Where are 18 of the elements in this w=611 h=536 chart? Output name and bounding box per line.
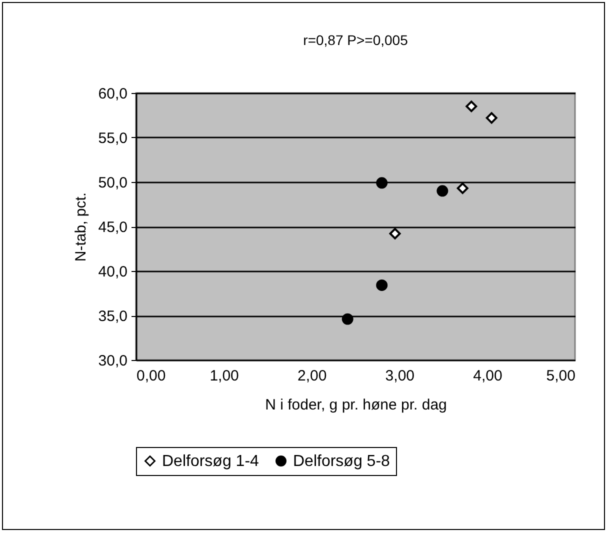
legend-label: Delforsøg 1-4 (162, 453, 260, 470)
x-tick-label: 0,00 (136, 368, 166, 384)
y-tick-label: 35,0 (98, 308, 128, 325)
y-tick-label: 45,0 (98, 219, 128, 236)
x-tick-label: 1,00 (210, 368, 239, 384)
x-tick-label: 5,00 (546, 368, 576, 384)
chart-title: r=0,87 P>=0,005 (303, 32, 408, 48)
y-tick-label: 40,0 (98, 264, 128, 280)
y-tick-label: 50,0 (98, 174, 128, 192)
y-axis-title: N-tab, pct. (72, 192, 90, 262)
y-tick-label: 30,0 (98, 352, 128, 370)
legend-label: Delforsøg 5-8 (293, 453, 390, 470)
y-tick-label: 55,0 (98, 130, 128, 147)
x-tick-label: 2,00 (298, 368, 327, 384)
x-tick-label: 4,00 (473, 368, 502, 384)
x-axis-title: N i foder, g pr. høne pr. dag (265, 396, 447, 414)
x-tick-label: 3,00 (385, 368, 414, 384)
y-tick-label: 60,0 (98, 86, 128, 102)
